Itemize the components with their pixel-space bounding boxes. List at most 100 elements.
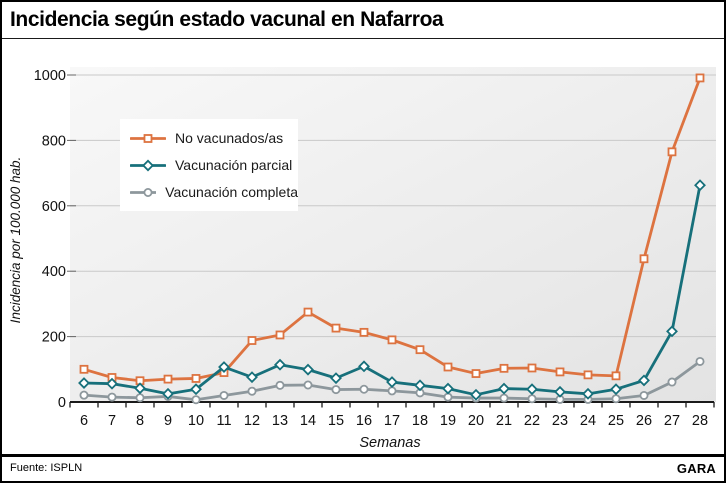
data-point-vacunaci-n-parcial: [106, 377, 118, 390]
data-point-vacunaci-n-parcial: [330, 372, 342, 385]
x-tick-label: 16: [356, 413, 372, 429]
square-marker-swatch-icon: [130, 133, 166, 143]
data-point-no-vacunados-as: [415, 345, 425, 355]
plot-svg: 0 200 400 600 800 1000 6 7 8 9 10 11 12 13 14 15 16 17 18 1…: [8, 67, 716, 451]
x-tick-label: 15: [328, 413, 344, 429]
chart-title: Incidencia según estado vacunal en Nafar…: [10, 8, 444, 31]
data-point-vacunaci-n-parcial: [414, 379, 426, 392]
diamond-marker-icon: [142, 159, 154, 171]
x-tick-label: 27: [664, 413, 680, 429]
data-point-no-vacunados-as: [247, 336, 257, 345]
x-tick-label: 12: [244, 413, 260, 429]
diamond-marker-swatch-icon: [130, 159, 166, 171]
data-series: [78, 73, 706, 405]
data-point-vacunaci-n-parcial: [666, 325, 678, 338]
x-tick-label: 26: [636, 413, 652, 429]
x-tick-label: 18: [412, 413, 428, 429]
data-point-vacunaci-n-completa: [275, 380, 285, 390]
x-tick-label: 6: [80, 413, 88, 429]
title-bar: Incidencia según estado vacunal en Nafar…: [2, 2, 724, 39]
legend: No vacunados/as Vacunación parcial Vacunac…: [120, 119, 298, 211]
data-point-vacunaci-n-parcial: [694, 179, 706, 192]
data-point-no-vacunados-as: [79, 364, 89, 374]
data-point-no-vacunados-as: [471, 369, 481, 378]
legend-item-vacunaci-n-parcial: Vacunación parcial: [130, 154, 298, 176]
x-tick-label: 8: [136, 413, 144, 429]
y-tick-label: 1000: [34, 68, 66, 84]
legend-label: Vacunación parcial: [175, 157, 293, 173]
data-point-vacunaci-n-parcial: [162, 387, 174, 400]
data-point-vacunaci-n-completa: [247, 386, 257, 396]
x-tick-label: 11: [216, 413, 231, 429]
x-tick-label: 13: [272, 413, 288, 429]
brand-label: GARA: [676, 460, 716, 476]
data-point-vacunaci-n-completa: [107, 392, 117, 402]
data-point-no-vacunados-as: [191, 374, 201, 383]
data-point-no-vacunados-as: [303, 307, 313, 317]
data-point-vacunaci-n-parcial: [218, 361, 230, 373]
data-point-vacunaci-n-completa: [499, 393, 509, 403]
data-point-vacunaci-n-parcial: [638, 374, 650, 387]
data-point-vacunaci-n-parcial: [442, 382, 454, 395]
data-point-vacunaci-n-completa: [79, 390, 89, 400]
legend-label: Vacunación completa: [165, 184, 298, 200]
y-tick-label: 0: [58, 395, 66, 411]
data-point-vacunaci-n-completa: [135, 393, 145, 403]
x-tick-label: 19: [440, 413, 456, 429]
y-tick-label: 400: [42, 264, 66, 280]
data-point-no-vacunados-as: [443, 362, 453, 372]
x-tick-label: 20: [468, 413, 484, 429]
axes: 0 200 400 600 800 1000 6 7 8 9 10 11 12 13 14 15 16 17 18 1…: [34, 68, 715, 429]
data-point-vacunaci-n-completa: [695, 356, 705, 366]
data-point-vacunaci-n-completa: [387, 386, 397, 396]
square-marker-icon: [143, 133, 153, 143]
y-axis-title: Incidencia por 100.000 hab.: [8, 157, 23, 324]
data-point-vacunaci-n-completa: [219, 390, 229, 400]
data-point-vacunaci-n-parcial: [470, 388, 482, 401]
x-tick-label: 17: [384, 413, 400, 429]
x-tick-label: 21: [496, 413, 512, 429]
x-tick-label: 25: [608, 413, 624, 429]
data-point-vacunaci-n-parcial: [526, 383, 538, 396]
data-point-vacunaci-n-parcial: [134, 382, 146, 395]
y-tick-label: 800: [42, 133, 66, 149]
data-point-vacunaci-n-completa: [667, 377, 677, 387]
x-tick-label: 10: [188, 413, 204, 429]
y-tick-label: 600: [42, 199, 66, 215]
data-point-no-vacunados-as: [667, 147, 677, 157]
data-point-no-vacunados-as: [555, 367, 565, 377]
data-point-no-vacunados-as: [163, 374, 173, 384]
data-point-vacunaci-n-completa: [303, 380, 313, 390]
plot-background: [70, 67, 716, 402]
data-point-vacunaci-n-completa: [359, 384, 369, 394]
data-point-no-vacunados-as: [387, 335, 397, 345]
data-point-vacunaci-n-parcial: [386, 376, 398, 388]
x-tick-label: 24: [580, 413, 596, 429]
legend-item-no-vacunados-as: No vacunados/as: [130, 127, 298, 149]
data-point-vacunaci-n-parcial: [498, 382, 510, 395]
x-tick-label: 7: [108, 413, 116, 429]
data-point-vacunaci-n-parcial: [78, 377, 90, 389]
source-label: Fuente: ISPLN: [10, 462, 83, 474]
x-tick-label: 28: [692, 413, 708, 429]
data-point-vacunaci-n-completa: [443, 392, 453, 402]
data-point-vacunaci-n-parcial: [274, 358, 286, 371]
chart-area: 0 200 400 600 800 1000 6 7 8 9 10 11 12 13 14 15 16 17 18 1…: [4, 40, 724, 458]
data-point-no-vacunados-as: [583, 370, 593, 380]
series-vacunaci-n-parcial: [78, 179, 706, 401]
data-point-vacunaci-n-parcial: [246, 371, 258, 384]
data-point-no-vacunados-as: [275, 330, 285, 340]
series-vacunaci-n-completa: [79, 356, 705, 405]
x-tick-label: 14: [300, 413, 316, 429]
data-point-vacunaci-n-parcial: [582, 387, 594, 400]
data-point-vacunaci-n-completa: [191, 395, 201, 405]
data-point-vacunaci-n-completa: [331, 385, 341, 395]
data-point-vacunaci-n-parcial: [610, 383, 622, 396]
x-tick-label: 22: [524, 413, 540, 429]
legend-label: No vacunados/as: [175, 130, 284, 146]
data-point-no-vacunados-as: [639, 254, 649, 264]
x-axis-title: Semanas: [359, 435, 420, 451]
data-point-vacunaci-n-completa: [611, 394, 621, 404]
data-point-vacunaci-n-parcial: [302, 363, 314, 376]
